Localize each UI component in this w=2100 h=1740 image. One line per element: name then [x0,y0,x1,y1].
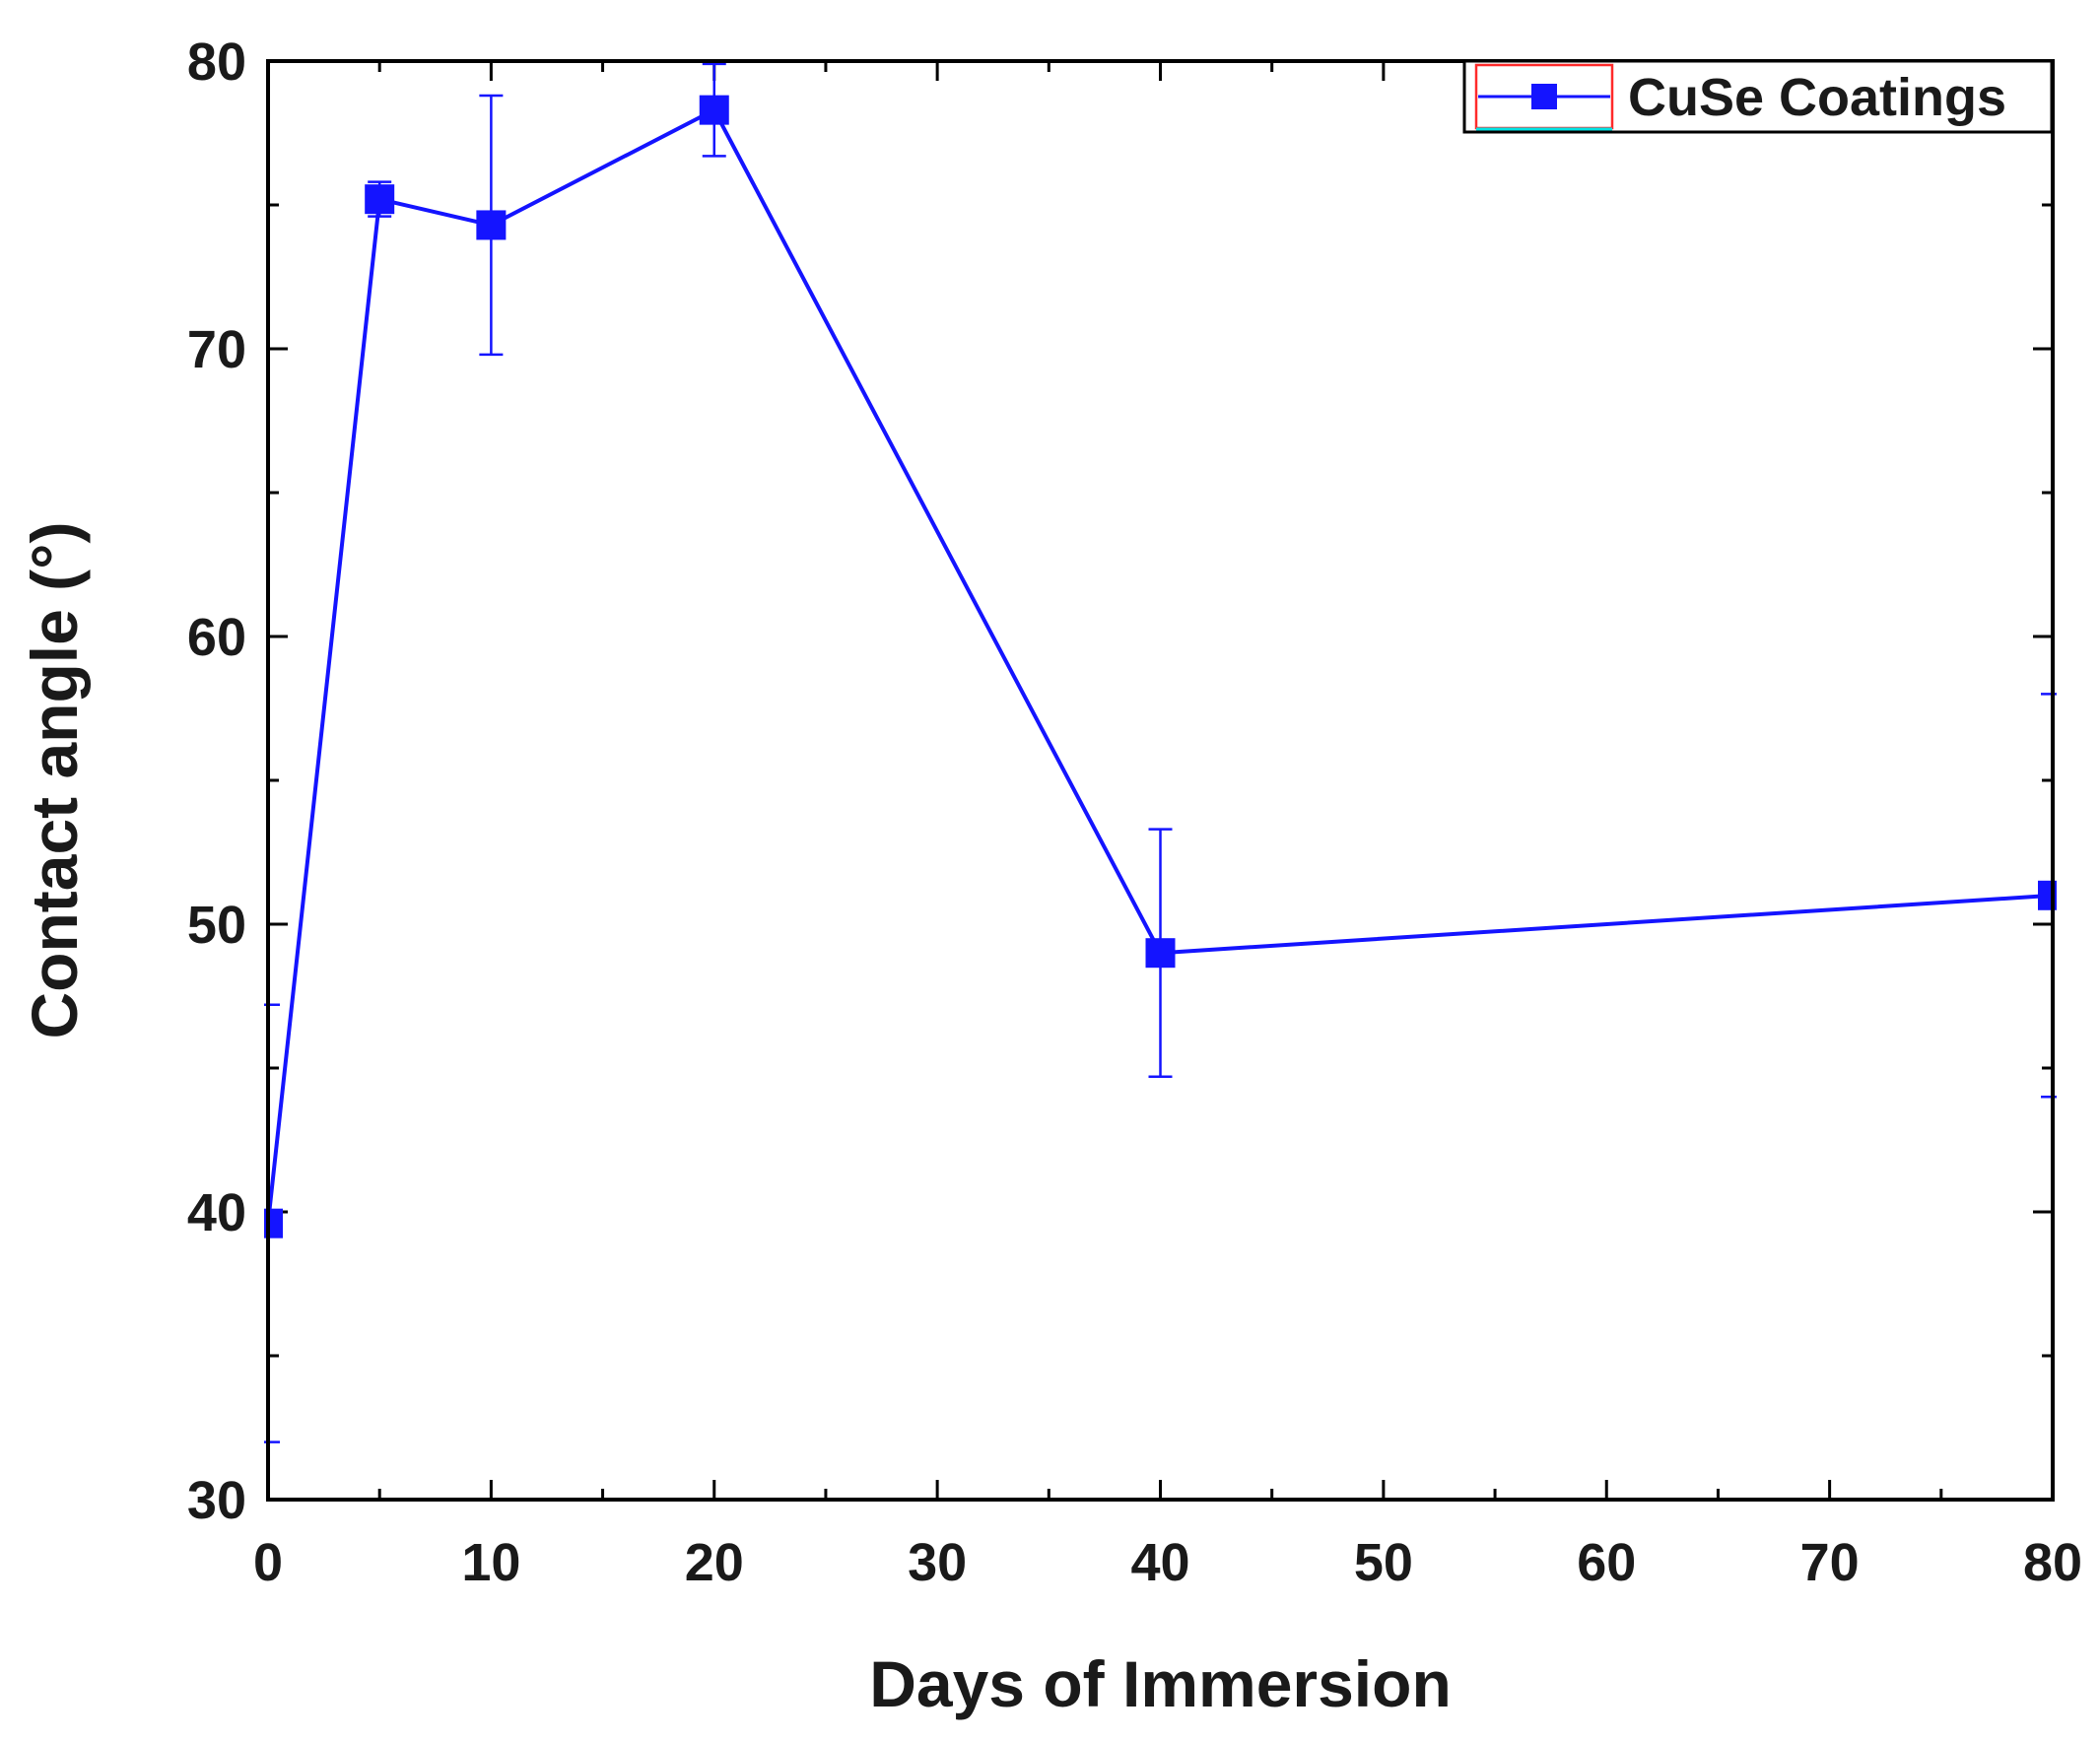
y-tick-label: 80 [187,33,246,92]
x-tick-label: 30 [908,1533,967,1592]
x-tick-label: 70 [1800,1533,1860,1592]
y-tick-label: 70 [187,320,246,379]
x-tick-label: 0 [253,1533,283,1592]
plot-frame [266,59,2055,1502]
data-point-marker [365,184,395,215]
x-tick-label: 40 [1130,1533,1189,1592]
legend-series-label: CuSe Coatings [1628,68,2006,127]
data-point-marker [1145,938,1176,969]
legend-box [1462,59,2054,134]
legend-series-marker [1531,84,1557,109]
x-tick-label: 50 [1354,1533,1413,1592]
x-tick-label: 20 [685,1533,744,1592]
labels-layer: 0 10 20 30 40 50 60 70 80 30 40 50 60 70 80 [187,33,2082,1592]
y-tick-label: 60 [187,608,246,667]
y-axis-title: Contact angle (°) [18,521,91,1038]
series-line [266,107,2054,1224]
y-tick-label: 40 [187,1183,246,1242]
x-tick-label: 60 [1577,1533,1636,1592]
x-tick-label: 80 [2023,1533,2082,1592]
legend: CuSe Coatings [1462,59,2054,134]
y-tick-label: 50 [187,896,246,955]
x-tick-label: 10 [461,1533,520,1592]
x-axis-title: Days of Immersion [869,1647,1452,1720]
data-point-marker [476,210,507,240]
y-tick-label: 30 [187,1471,246,1530]
data-point-marker [699,95,729,125]
